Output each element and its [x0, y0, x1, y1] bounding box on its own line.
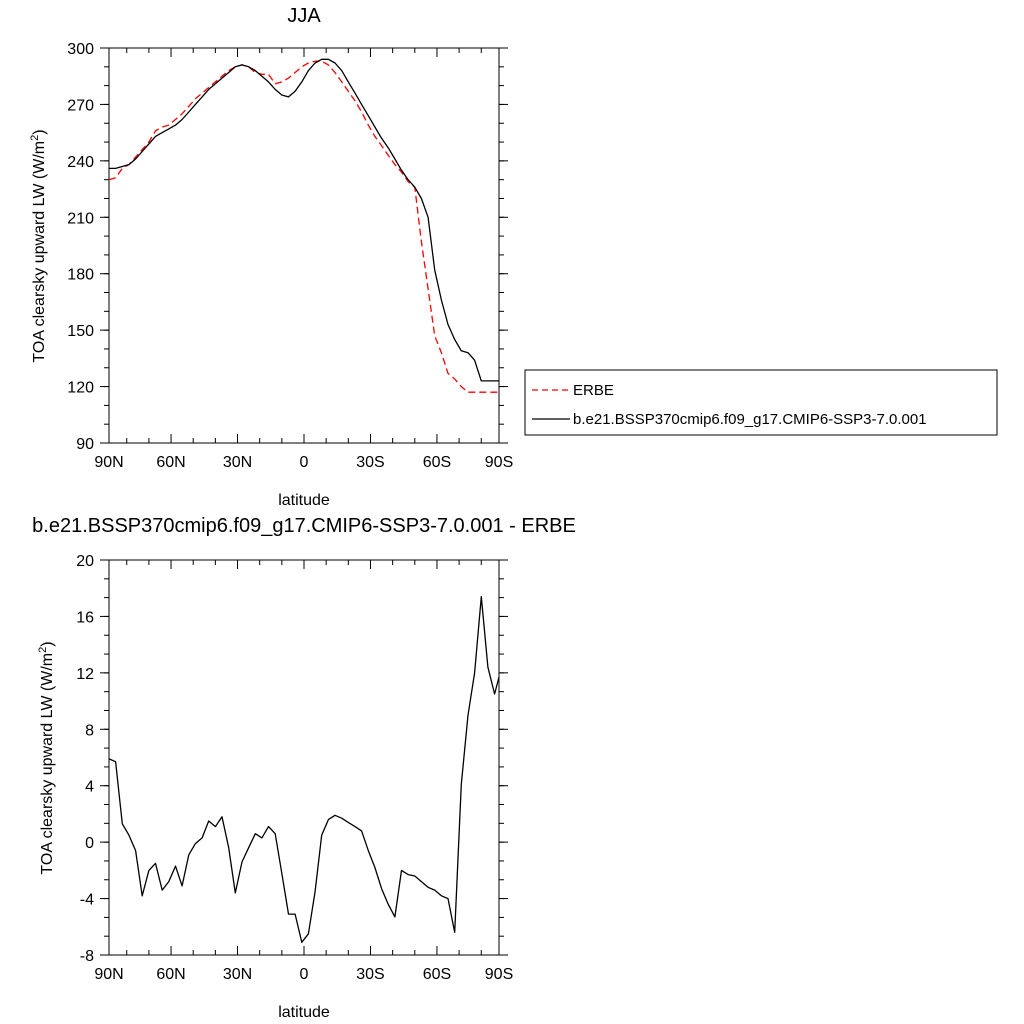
bottom-ylabel-end: ) — [39, 641, 56, 646]
top-ytick-label: 90 — [76, 436, 94, 453]
bottom-ytick-label: 8 — [85, 722, 94, 739]
top-xtick-label: 90S — [485, 454, 513, 471]
top-ylabel-main: TOA clearsky upward LW (W/m — [31, 141, 48, 363]
bottom-ylabel: TOA clearsky upward LW (W/m2) — [37, 641, 56, 874]
legend-model-label: b.e21.BSSP370cmip6.f09_g17.CMIP6-SSP3-7.… — [573, 411, 927, 428]
top-ytick-label: 210 — [67, 210, 94, 227]
bottom-ylabel-main: TOA clearsky upward LW (W/m — [39, 653, 56, 875]
top-ytick-label: 300 — [67, 41, 94, 58]
top-ytick-label: 270 — [67, 97, 94, 114]
bottom-ytick-label: 16 — [76, 609, 94, 626]
bottom-ytick-label: -8 — [80, 948, 94, 965]
top-title: JJA — [287, 5, 321, 27]
top-ytick-label: 240 — [67, 154, 94, 171]
top-ylabel-sup: 2 — [29, 135, 41, 141]
top-ylabel-end: ) — [31, 129, 48, 134]
top-xtick-label: 60S — [423, 454, 451, 471]
bottom-xtick-label: 60N — [156, 966, 185, 983]
top-series-model-line — [109, 58, 499, 382]
legend-box — [524, 369, 998, 436]
bottom-xlabel: latitude — [278, 1004, 330, 1021]
bottom-ytick-label: 0 — [85, 835, 94, 852]
top-xtick-label: 0 — [300, 454, 309, 471]
top-series-erbe-line — [108, 60, 499, 393]
top-panel: JJA 90N 60N 30N 0 30S 60S 90S 90 120 150 180 210 240… — [29, 5, 998, 509]
legend-erbe-label: ERBE — [573, 382, 614, 399]
top-xlabel: latitude — [278, 492, 330, 509]
top-xtick-label: 30S — [356, 454, 384, 471]
bottom-xtick-label: 90N — [94, 966, 123, 983]
bottom-ytick-label: -4 — [80, 892, 94, 909]
bottom-ytick-label: 12 — [76, 666, 94, 683]
bottom-ytick-label: 20 — [76, 553, 94, 570]
top-ytick-label: 120 — [67, 380, 94, 397]
bottom-xtick-label: 0 — [300, 966, 309, 983]
bottom-xtick-label: 30N — [223, 966, 252, 983]
bottom-ylabel-sup: 2 — [37, 647, 49, 653]
bottom-lines — [108, 596, 500, 943]
bottom-panel: b.e21.BSSP370cmip6.f09_g17.CMIP6-SSP3-7.… — [32, 515, 576, 1021]
bottom-xtick-label: 90S — [485, 966, 513, 983]
legend: ERBE b.e21.BSSP370cmip6.f09_g17.CMIP6-SS… — [524, 369, 998, 436]
top-ytick-label: 150 — [67, 323, 94, 340]
top-ytick-label: 180 — [67, 267, 94, 284]
bottom-xtick-label: 30S — [356, 966, 384, 983]
bottom-ytick-label: 4 — [85, 779, 94, 796]
bottom-title: b.e21.BSSP370cmip6.f09_g17.CMIP6-SSP3-7.… — [32, 515, 576, 537]
top-ticks: 90N 60N 30N 0 30S 60S 90S 90 120 150 180 210 240 270 3… — [67, 41, 513, 471]
top-lines — [108, 58, 499, 393]
top-plot-frame — [108, 47, 500, 444]
bottom-ticks: 90N 60N 30N 0 30S 60S 90S -8 -4 0 4 8 12 16 20 — [76, 553, 513, 983]
top-xtick-label: 90N — [94, 454, 123, 471]
bottom-xtick-label: 60S — [423, 966, 451, 983]
bottom-series-model-line — [108, 596, 500, 943]
top-xtick-label: 60N — [156, 454, 185, 471]
top-xtick-label: 30N — [223, 454, 252, 471]
top-ylabel: TOA clearsky upward LW (W/m2) — [29, 129, 48, 362]
